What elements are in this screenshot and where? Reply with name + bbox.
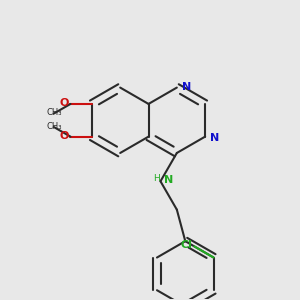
Text: O: O bbox=[60, 131, 69, 141]
Text: Cl: Cl bbox=[181, 241, 193, 250]
Text: CH₃: CH₃ bbox=[46, 122, 62, 130]
Text: N: N bbox=[182, 82, 191, 92]
Text: N: N bbox=[210, 133, 219, 142]
Text: CH₃: CH₃ bbox=[46, 108, 62, 117]
Text: O: O bbox=[60, 98, 69, 108]
Text: N: N bbox=[164, 175, 173, 185]
Text: H: H bbox=[153, 174, 159, 183]
